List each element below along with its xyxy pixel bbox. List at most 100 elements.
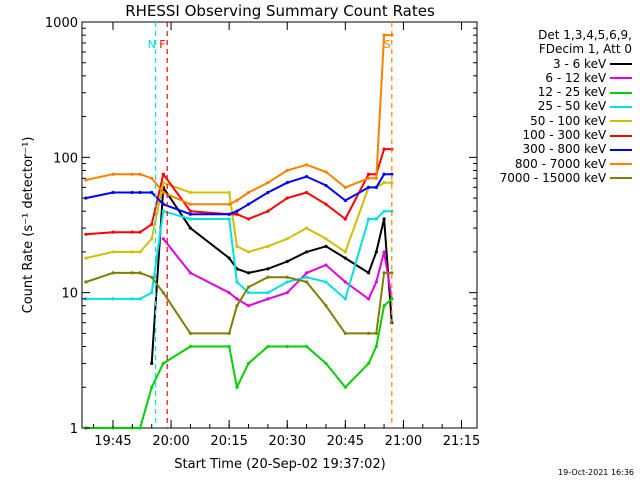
y-tick-label: 1000 <box>45 16 78 31</box>
data-point <box>390 172 394 176</box>
data-point <box>138 172 142 176</box>
legend-label: 25 - 50 keV <box>537 99 610 114</box>
data-point <box>188 212 193 216</box>
data-point <box>138 190 142 195</box>
data-point <box>246 217 251 221</box>
legend-item: 3 - 6 keV <box>500 57 632 71</box>
data-point <box>343 217 347 221</box>
data-point <box>235 297 239 301</box>
data-point <box>161 202 165 206</box>
data-point <box>324 244 328 248</box>
legend-label: 300 - 800 keV <box>522 142 610 157</box>
data-point <box>324 237 328 241</box>
x-tick-label: 21:00 <box>385 434 422 449</box>
data-point <box>150 237 154 241</box>
data-point <box>138 250 142 254</box>
data-point <box>285 280 289 284</box>
legend-label: 7000 - 15000 keV <box>499 170 610 185</box>
data-point <box>374 185 378 189</box>
data-point <box>130 297 134 301</box>
data-point <box>188 226 193 230</box>
x-tick-label: 20:30 <box>269 434 306 449</box>
data-point <box>382 172 386 176</box>
data-point <box>266 244 270 248</box>
x-tick-label: 20:15 <box>210 434 247 449</box>
data-point <box>246 271 251 275</box>
data-point <box>305 226 309 230</box>
marker-label: N <box>148 38 156 51</box>
data-point <box>138 297 142 301</box>
data-point <box>161 172 165 176</box>
data-point <box>366 176 371 180</box>
data-point <box>343 385 347 389</box>
legend-swatch <box>610 177 632 180</box>
data-point <box>382 181 386 185</box>
data-point <box>390 271 394 275</box>
footer-date: 19-Oct-2021 16:36 <box>558 468 634 477</box>
data-point <box>130 271 134 275</box>
data-point <box>111 250 115 254</box>
data-point <box>305 250 309 254</box>
data-point <box>266 297 270 301</box>
data-point <box>285 168 289 173</box>
data-point <box>382 147 386 151</box>
data-point <box>235 280 239 284</box>
data-point <box>227 202 231 206</box>
data-point <box>266 344 270 349</box>
data-point <box>150 385 154 389</box>
data-point <box>138 271 142 275</box>
legend-label: 50 - 100 keV <box>530 113 610 128</box>
data-point <box>150 361 154 366</box>
data-point <box>343 280 347 284</box>
legend-swatch <box>610 120 632 123</box>
data-point <box>305 190 309 195</box>
data-point <box>285 237 289 241</box>
data-point <box>111 230 115 234</box>
y-tick-label: 10 <box>61 287 78 302</box>
data-point <box>130 250 134 254</box>
x-axis-label: Start Time (20-Sep-02 19:37:02) <box>174 457 385 472</box>
data-point <box>374 331 378 336</box>
data-point <box>305 280 309 284</box>
data-point <box>305 275 309 279</box>
data-point <box>285 196 289 200</box>
data-point <box>150 275 154 279</box>
data-point <box>324 183 328 188</box>
data-point <box>150 222 154 226</box>
data-point <box>305 344 309 349</box>
data-point <box>324 170 328 174</box>
data-point <box>161 361 165 366</box>
data-point <box>266 275 270 279</box>
data-point <box>366 217 371 221</box>
data-point <box>188 331 193 336</box>
legend-swatch <box>610 134 632 137</box>
data-point <box>366 361 371 366</box>
data-point <box>343 331 347 336</box>
data-point <box>246 285 251 289</box>
legend-swatch <box>610 63 632 66</box>
data-point <box>374 344 378 349</box>
legend-swatch <box>610 105 632 108</box>
data-point <box>343 250 347 254</box>
data-point <box>324 263 328 267</box>
data-point <box>374 280 378 284</box>
data-point <box>324 304 328 308</box>
data-point <box>390 297 394 301</box>
data-point <box>235 244 239 248</box>
data-point <box>111 271 115 275</box>
data-point <box>138 230 142 234</box>
tick-layer: 1 10 100 1000 19:45 20:00 20:15 20:30 20:45 21:00… <box>45 16 480 449</box>
x-tick-label: 19:45 <box>94 434 131 449</box>
legend-swatch <box>610 77 632 80</box>
x-tick-label: 21:15 <box>443 434 480 449</box>
data-point <box>285 181 289 185</box>
data-point <box>246 304 251 308</box>
legend-item: 6 - 12 keV <box>500 71 632 85</box>
data-point <box>246 190 251 195</box>
data-point <box>324 280 328 284</box>
data-point <box>150 190 154 195</box>
legend-label: 12 - 25 keV <box>537 85 610 100</box>
data-point <box>138 426 142 430</box>
data-point <box>374 217 378 221</box>
data-point <box>84 256 88 260</box>
